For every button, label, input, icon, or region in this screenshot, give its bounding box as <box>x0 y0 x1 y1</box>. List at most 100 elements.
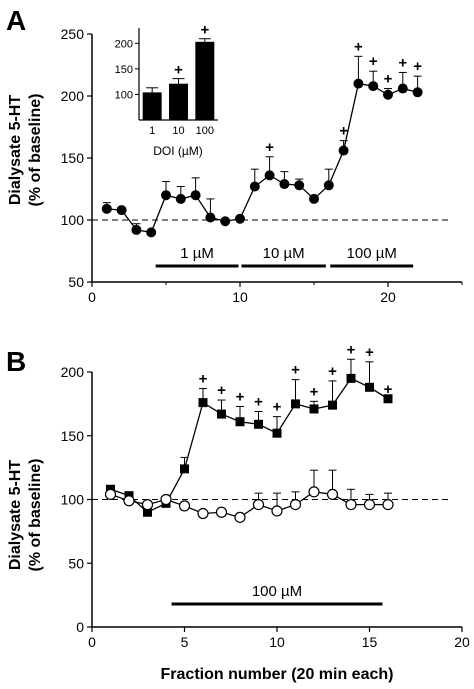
data-point <box>178 500 191 512</box>
data-point <box>309 193 319 204</box>
data-point <box>338 145 349 156</box>
data-point <box>272 428 282 438</box>
data-point <box>397 83 408 94</box>
data-point <box>143 507 152 517</box>
significance-marker: + <box>273 399 282 416</box>
inset-bar <box>142 92 162 120</box>
panel-a-ytick-label: 50 <box>68 274 84 290</box>
data-point <box>234 511 246 523</box>
panel-b-axes: 0 50 100 150 200 0 5 10 15 20 <box>61 364 470 650</box>
panel-a-ylabel-line1: Dialysate 5-HT <box>7 95 24 205</box>
significance-marker: + <box>310 383 319 400</box>
series-line <box>110 377 389 514</box>
data-point <box>271 505 283 517</box>
significance-marker: + <box>236 388 245 405</box>
data-point <box>308 486 320 498</box>
data-point <box>160 493 172 506</box>
data-point <box>197 507 209 520</box>
panel-b-ytick-label: 100 <box>61 492 85 508</box>
data-point <box>180 464 189 474</box>
significance-marker: + <box>339 123 348 140</box>
data-point <box>291 399 300 409</box>
panel-b-ytick-label: 50 <box>68 555 84 571</box>
panel-b-ytick-label: 200 <box>61 364 85 380</box>
series-line <box>106 82 418 234</box>
panel-a-ytick-label: 250 <box>61 26 85 42</box>
panel-b-series: + + + + + + + + + + + <box>104 341 394 523</box>
data-point <box>328 400 337 410</box>
panel-a-axes: 50 100 150 200 250 0 10 20 <box>61 26 463 305</box>
data-point <box>161 190 171 201</box>
data-point <box>146 227 157 238</box>
data-point <box>217 409 226 419</box>
data-point <box>249 181 260 192</box>
data-point <box>383 89 393 100</box>
data-point <box>346 373 356 383</box>
panel-a-treatment-label: 1 µM <box>180 245 214 262</box>
data-point <box>309 404 319 414</box>
significance-marker: + <box>265 139 274 156</box>
data-point <box>264 170 275 181</box>
inset-bar <box>195 41 215 120</box>
significance-marker: + <box>384 71 393 88</box>
data-point <box>365 382 374 392</box>
significance-marker: + <box>354 38 363 55</box>
significance-marker: + <box>347 341 356 358</box>
inset-significance-marker: + <box>174 62 183 79</box>
data-point <box>383 394 393 404</box>
panel-b-xtick-label: 5 <box>181 634 189 650</box>
data-point <box>254 419 263 429</box>
panel-b-xtick-label: 10 <box>269 634 285 650</box>
panel-a-series: + + + + + + + <box>101 38 423 238</box>
panel-a-series-filled-circle: + + + + + + + <box>101 38 423 238</box>
data-point <box>345 499 357 511</box>
panel-a: A Dialysate 5-HT (% of baseline) 5010015… <box>6 5 463 305</box>
data-point <box>175 193 186 204</box>
panel-b-series-open-circle <box>104 469 394 523</box>
data-point <box>141 499 154 511</box>
panel-a-ytick-label: 150 <box>61 150 85 166</box>
panel-b-xlabel: Fraction number (20 min each) <box>161 666 394 683</box>
data-point <box>215 506 228 518</box>
data-point <box>123 495 135 507</box>
significance-marker: + <box>199 371 208 388</box>
significance-marker: + <box>384 381 393 398</box>
inset-xtick-label: 1 <box>149 125 155 137</box>
data-point <box>220 216 231 227</box>
data-point <box>279 179 290 190</box>
panel-b-xtick-label: 0 <box>88 634 96 650</box>
data-point <box>326 488 339 500</box>
panel-b-ylabel-line1: Dialysate 5-HT <box>7 460 24 570</box>
data-point <box>101 203 112 214</box>
data-point <box>363 499 376 511</box>
panel-a-xtick-label: 20 <box>380 289 396 305</box>
panel-a-xtick-label: 0 <box>88 289 96 305</box>
inset-ytick-label: 100 <box>115 89 133 101</box>
data-point <box>235 417 245 427</box>
data-point <box>205 212 216 223</box>
inset-significance-marker: + <box>200 22 209 39</box>
panel-a-ytick-label: 100 <box>61 212 85 228</box>
inset-ytick-label: 150 <box>115 64 133 76</box>
inset-xlabel: DOI (µM) <box>153 144 203 158</box>
panel-b-treatment-label: 100 µM <box>252 583 302 600</box>
panel-b-series-filled-square: + + + + + + + + + + + <box>106 341 393 517</box>
panel-a-letter: A <box>6 5 26 36</box>
panel-b-ylabel-line2: (% of baseline) <box>27 459 44 572</box>
significance-marker: + <box>365 344 374 361</box>
panel-a-treatments: 1 µM 10 µM 100 µM <box>155 245 414 268</box>
panel-b-ytick-label: 150 <box>61 428 85 444</box>
inset-xtick-label: 10 <box>172 125 184 137</box>
data-point <box>252 499 265 511</box>
panel-a-treatment-label: 100 µM <box>347 245 397 262</box>
data-point <box>235 213 245 224</box>
data-point <box>368 81 379 92</box>
data-point <box>382 499 394 511</box>
panel-a-inset: DOI (µM) 100 150 200 1 10 +100 + <box>115 22 218 158</box>
panel-b: B Dialysate 5-HT (% of baseline) 0501001… <box>6 341 470 683</box>
data-point <box>104 488 117 500</box>
data-point <box>131 224 142 235</box>
panel-b-ytick-label: 0 <box>76 619 84 635</box>
panel-a-ytick-label: 200 <box>61 88 85 104</box>
